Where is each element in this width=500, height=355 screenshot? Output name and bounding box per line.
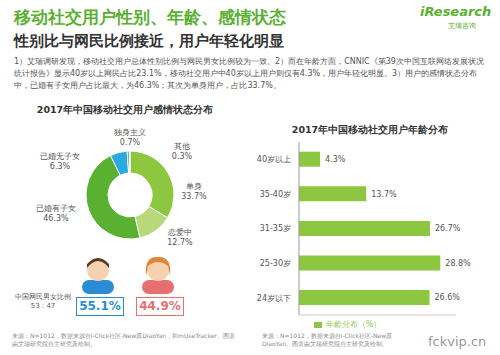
html-text:性别比与网民比例接近，用户年轻化明显: 性别比与网民比例接近，用户年轻化明显: [14, 32, 284, 50]
html-text:44.9%: 44.9%: [139, 299, 181, 313]
html-text:移动社交用户性别、年龄、感情状态: 移动社交用户性别、年龄、感情状态: [14, 7, 286, 27]
html-text:2017年中国移动社交用户年龄分布: 2017年中国移动社交用户年龄分布: [291, 124, 449, 135]
svg-text:已婚有子女: 已婚有子女: [36, 204, 76, 213]
html-text:年龄分布（%）: 年龄分布（%）: [325, 320, 382, 329]
html-text:fckvip.cn: fckvip.cn: [428, 334, 487, 349]
svg-text:26.7%: 26.7%: [435, 224, 461, 233]
svg-text:26.6%: 26.6%: [435, 293, 461, 302]
svg-text:恋爱中: 恋爱中: [167, 228, 192, 237]
svg-text:4.3%: 4.3%: [325, 155, 346, 164]
svg-text:其他: 其他: [174, 142, 190, 151]
html-text:中国网民男女比例: 中国网民男女比例: [15, 293, 71, 301]
svg-text:6.3%: 6.3%: [50, 162, 71, 171]
svg-text:单身: 单身: [186, 182, 202, 191]
svg-text:28.8%: 28.8%: [445, 259, 471, 268]
html-text:iResearch: iResearch: [420, 4, 492, 19]
svg-text:12.7%: 12.7%: [167, 238, 193, 247]
html-text:55.1%: 55.1%: [79, 299, 121, 313]
svg-text:0.3%: 0.3%: [172, 152, 193, 161]
svg-text:31-35岁: 31-35岁: [260, 224, 291, 233]
svg-text:40岁以上: 40岁以上: [257, 155, 291, 164]
svg-text:25-30岁: 25-30岁: [260, 259, 291, 268]
html-text:来源：N=1012，数据来源自i-Click社区-New原D: 来源：N=1012，数据来源自i-Click社区-New原DiaoYan，和mU…: [12, 332, 235, 347]
svg-text:已婚无子女: 已婚无子女: [40, 152, 80, 161]
html-text:艾瑞咨询: 艾瑞咨询: [448, 22, 476, 30]
svg-text:0.7%: 0.7%: [120, 138, 141, 147]
svg-text:独身主义: 独身主义: [114, 128, 146, 137]
svg-text:33.7%: 33.7%: [181, 192, 207, 201]
svg-text:13.7%: 13.7%: [371, 190, 397, 199]
html-text:1）艾瑞调研发现，移动社交用户总体性别比例与网民男女比例较为: 1）艾瑞调研发现，移动社交用户总体性别比例与网民男女比例较为一致。2）而在年龄方…: [14, 57, 484, 90]
svg-text:35-40岁: 35-40岁: [260, 190, 291, 199]
svg-text:46.3%: 46.3%: [43, 214, 69, 223]
html-text:53 : 47: 53 : 47: [30, 302, 56, 310]
svg-text:24岁以下: 24岁以下: [257, 294, 291, 303]
html-text:来源：N=1012，数据来源自i-Click社区-New原D: 来源：N=1012，数据来源自i-Click社区-New原DiaoYan。图表由…: [262, 332, 393, 347]
html-text:2017年中国移动社交用户感情状态分布: 2017年中国移动社交用户感情状态分布: [36, 104, 214, 115]
